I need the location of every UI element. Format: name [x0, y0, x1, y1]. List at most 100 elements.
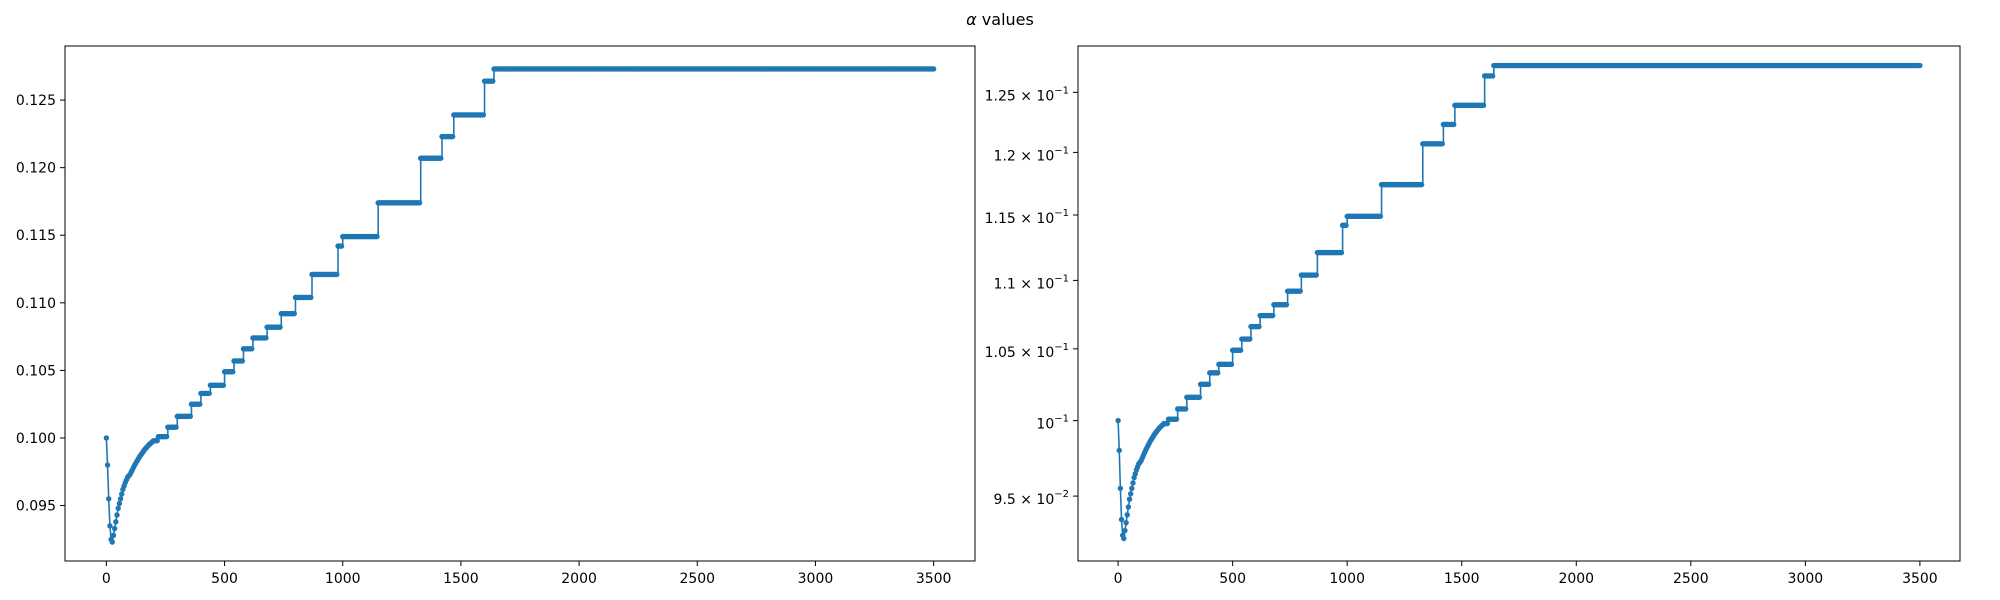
x-tick-label: 500 [1219, 571, 1246, 587]
y-tick-label: 10−1 [1036, 414, 1069, 433]
tick-mantissa: 10 [1036, 417, 1054, 433]
data-point [1130, 480, 1136, 486]
data-point [1247, 336, 1253, 342]
tick-mantissa: 1.25 × 10 [985, 88, 1055, 104]
y-tick-label: 1.25 × 10−1 [985, 85, 1069, 104]
data-point [277, 324, 283, 330]
data-point [1121, 535, 1127, 542]
tick-exponent: −1 [1054, 414, 1069, 425]
data-point [263, 335, 269, 341]
data-point [1270, 312, 1276, 319]
data-point [1917, 62, 1923, 69]
data-point [1451, 121, 1457, 128]
tick-exponent: −2 [1054, 489, 1069, 500]
data-point [1418, 181, 1425, 188]
x-tick-label: 2500 [1673, 571, 1709, 587]
data-point [1115, 417, 1121, 424]
data-point [1480, 102, 1487, 109]
data-point [1124, 512, 1130, 518]
y-tick-label: 1.05 × 10−1 [985, 342, 1069, 361]
x-tick-label: 3000 [798, 571, 834, 587]
data-point [239, 358, 245, 364]
data-point [117, 496, 124, 502]
tick-exponent: −1 [1054, 342, 1069, 353]
tick-mantissa: 1.05 × 10 [985, 345, 1055, 361]
data-point [113, 519, 119, 525]
data-point [480, 112, 487, 118]
y-tick-label: 9.5 × 10−2 [994, 489, 1069, 508]
data-point [1118, 516, 1125, 523]
y-tick-label: 0.095 [16, 499, 56, 515]
data-point [163, 433, 170, 440]
x-tick-label: 0 [102, 571, 111, 587]
data-point [1343, 222, 1349, 228]
x-tick-label: 3000 [1788, 571, 1824, 587]
data-point [111, 525, 118, 532]
x-tick-label: 0 [1114, 571, 1123, 587]
data-point [1205, 381, 1212, 388]
data-point [1228, 361, 1235, 368]
x-tick-label: 2000 [561, 571, 597, 587]
data-point [1283, 301, 1290, 308]
tick-exponent: −1 [1054, 208, 1069, 219]
y-tick-label: 1.1 × 10−1 [994, 273, 1069, 292]
data-point [197, 401, 203, 407]
x-tick-label: 3500 [916, 571, 952, 587]
data-point [173, 424, 179, 430]
data-point [1196, 394, 1203, 400]
data-point [249, 346, 255, 352]
data-point [1313, 272, 1319, 278]
series-line [1117, 64, 1920, 539]
left-panel-linear: 0 500 1000 1500 2000 2500 3000 3500 0.095 0.100 0.… [16, 45, 976, 587]
x-tick-label: 1500 [1444, 571, 1480, 587]
tick-exponent: −1 [1054, 145, 1069, 156]
y-tick-label: 0.105 [16, 363, 56, 379]
data-point [416, 200, 423, 206]
x-tick-label: 1000 [1329, 571, 1365, 587]
data-point [206, 390, 212, 397]
axes-frame [64, 45, 976, 562]
data-point [308, 294, 314, 301]
data-point [110, 532, 117, 539]
data-point [1116, 447, 1122, 454]
x-tick-label: 1000 [325, 571, 361, 587]
data-point [1182, 406, 1189, 412]
y-tick-label: 0.125 [16, 93, 56, 109]
data-point [1122, 527, 1128, 534]
x-tick-label: 1500 [443, 571, 479, 587]
tick-mantissa: 1.15 × 10 [985, 211, 1055, 227]
data-point [1164, 420, 1171, 427]
data-point [1237, 347, 1244, 353]
title-symbol: α [966, 10, 977, 29]
data-point [1129, 485, 1135, 492]
data-point [154, 437, 160, 444]
y-tick-label: 1.15 × 10−1 [985, 208, 1069, 227]
figure-title: α values [966, 10, 1034, 29]
data-point [1256, 323, 1262, 330]
data-point [1126, 496, 1133, 502]
tick-mantissa: 1.1 × 10 [994, 276, 1055, 292]
data-point [230, 369, 236, 375]
data-point [115, 505, 121, 511]
data-point [116, 500, 123, 507]
data-point [1125, 504, 1132, 510]
x-tick-label: 3500 [1902, 571, 1938, 587]
data-point [103, 435, 110, 441]
data-point [438, 155, 444, 161]
data-point [1173, 416, 1180, 422]
data-point [187, 413, 193, 420]
data-point [107, 523, 113, 529]
y-tick-label: 0.120 [16, 161, 56, 177]
data-point [1123, 519, 1129, 526]
data-point [930, 66, 937, 72]
data-point [449, 133, 456, 140]
tick-exponent: −1 [1054, 85, 1069, 96]
series-line [105, 68, 934, 545]
data-point [1439, 141, 1445, 147]
data-point [109, 539, 115, 545]
data-point [119, 491, 125, 497]
data-point [220, 382, 227, 388]
data-point [1489, 73, 1496, 79]
data-point [1338, 249, 1345, 256]
